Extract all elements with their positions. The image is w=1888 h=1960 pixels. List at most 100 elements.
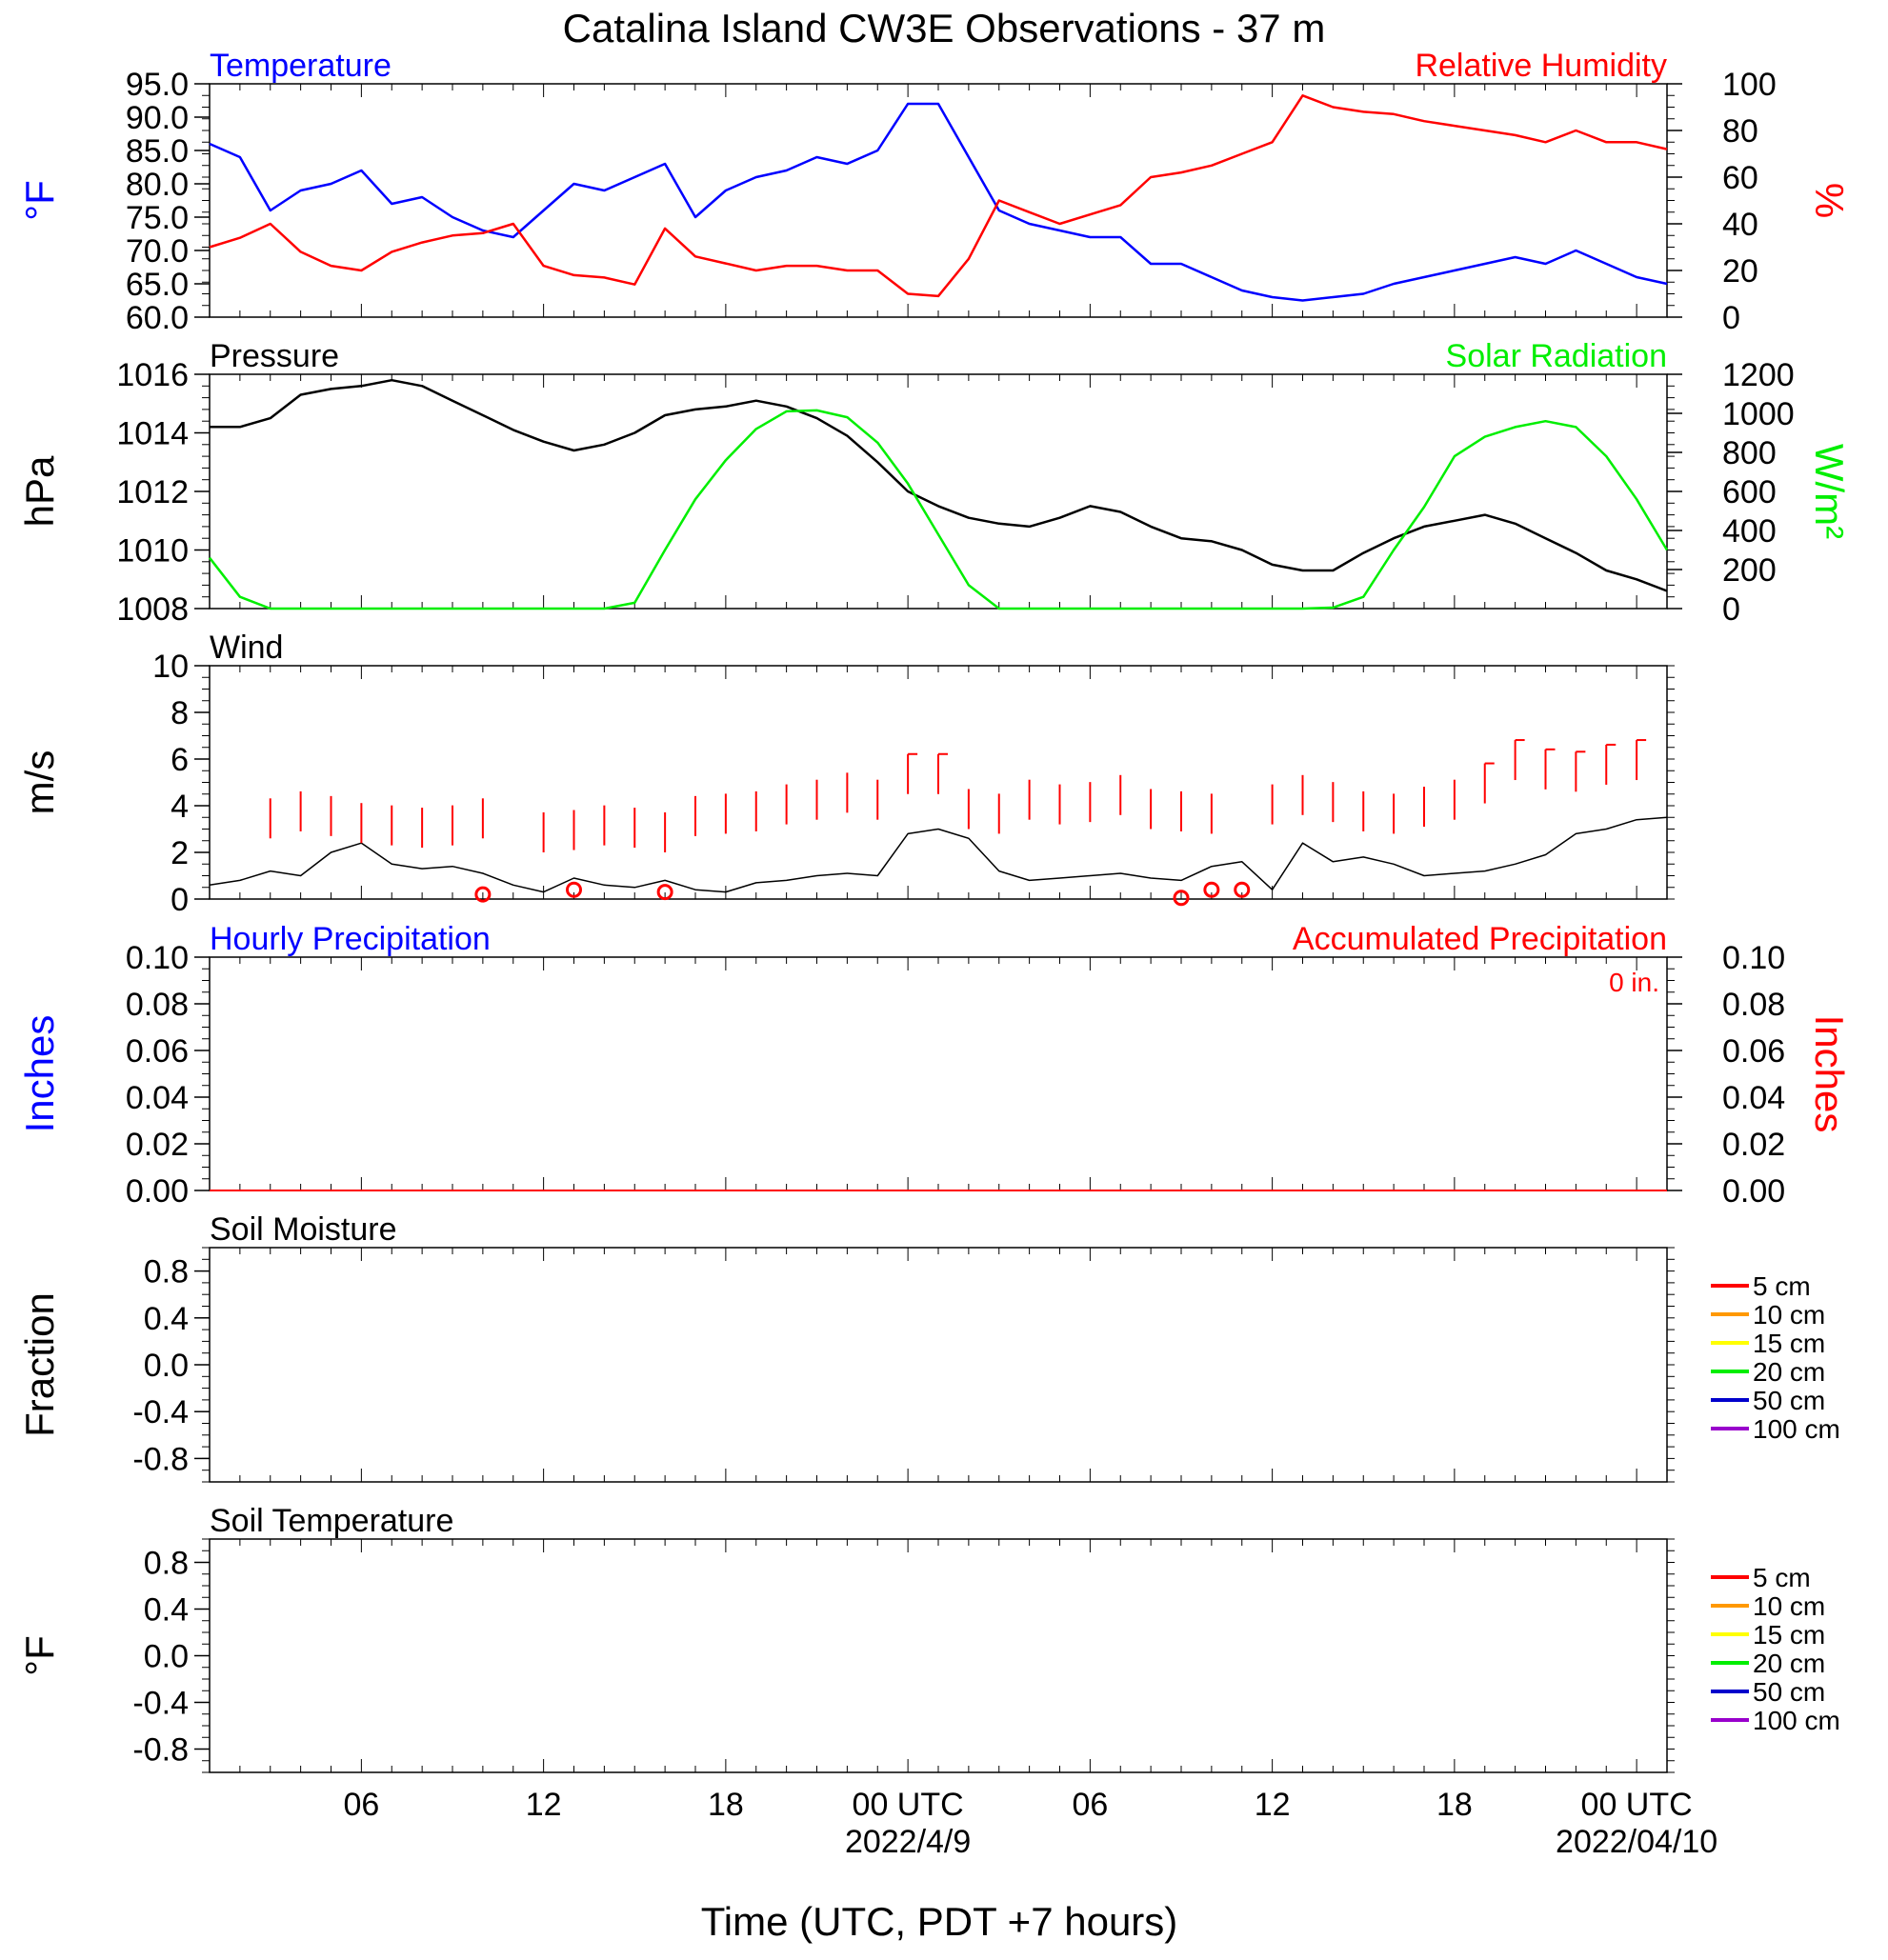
panel-soil-moisture: 0.8 0.4 0.0 -0.4 -0.8 Soil Moisture Fraction 5 … xyxy=(17,1211,1840,1483)
chart-title: Catalina Island CW3E Observations - 37 m xyxy=(563,6,1326,50)
series-line-temperature xyxy=(209,102,1668,302)
y-right-tick-label: 100 xyxy=(1722,67,1777,103)
y-left-axis-label: hPa xyxy=(17,455,62,527)
y-left-tick-label: 70.0 xyxy=(126,233,189,270)
y-left-tick-label: -0.8 xyxy=(132,1732,189,1769)
x-tick-label: 18 xyxy=(1436,1787,1473,1823)
y-left-tick-label: 0.0 xyxy=(144,1639,189,1675)
x-tick-date-label: 2022/04/10 xyxy=(1556,1824,1717,1860)
y-left-tick-label: 0.4 xyxy=(144,1301,189,1337)
y-left-tick-label: -0.4 xyxy=(132,1394,189,1430)
panel-precip: 0.10 0.08 0.06 0.04 0.02 0.00 0.10 0.08 0.06 0.04… xyxy=(17,921,1852,1210)
panels-group: 95.090.085.080.075.070.065.060.010080604… xyxy=(17,48,1852,1860)
y-left-tick-label: 65.0 xyxy=(126,267,189,303)
y-right-tick-label: 0 xyxy=(1722,591,1740,628)
series-line-pressure xyxy=(210,378,1668,592)
y-right-axis-label: Inches xyxy=(1807,1015,1852,1133)
y-left-tick-label: 80.0 xyxy=(126,167,189,203)
calm-wind-marker xyxy=(566,881,582,898)
panel-left-title: Soil Temperature xyxy=(210,1503,453,1539)
legend-label: 5 cm xyxy=(1753,1271,1811,1301)
y-left-tick-label: 10 xyxy=(152,649,189,685)
legend-label: 100 cm xyxy=(1753,1706,1840,1735)
x-tick-label: 06 xyxy=(1072,1787,1108,1823)
accumulated-total-label: 0 in. xyxy=(1609,968,1659,997)
panel-wind: 10 8 6 4 2 0 Wind m/s xyxy=(17,630,1675,918)
y-left-axis-label: °F xyxy=(17,180,62,220)
y-left-tick-label: 0.10 xyxy=(126,940,189,976)
series-line-relative-humidity xyxy=(209,94,1668,298)
y-left-tick-label: 0.4 xyxy=(144,1592,189,1629)
y-left-tick-label: 85.0 xyxy=(126,133,189,170)
y-right-tick-label: 0.08 xyxy=(1722,987,1785,1023)
legend-label: 5 cm xyxy=(1753,1563,1811,1592)
legend-label: 10 cm xyxy=(1753,1591,1825,1621)
y-right-tick-label: 0.00 xyxy=(1722,1173,1785,1210)
y-right-tick-label: 80 xyxy=(1722,113,1758,150)
y-left-tick-label: 75.0 xyxy=(126,200,189,236)
y-right-tick-label: 20 xyxy=(1722,253,1758,290)
y-left-tick-label: 0.04 xyxy=(126,1080,189,1116)
y-left-tick-label: 8 xyxy=(171,695,189,731)
y-right-tick-label: 1000 xyxy=(1722,396,1795,432)
y-right-axis-label: W/m² xyxy=(1807,444,1852,539)
y-right-tick-label: 600 xyxy=(1722,474,1777,510)
x-tick-label: 18 xyxy=(708,1787,744,1823)
y-left-tick-label: 90.0 xyxy=(126,100,189,136)
y-left-tick-label: 0.8 xyxy=(144,1254,189,1290)
plot-frame xyxy=(209,956,1668,1191)
x-tick-label: 00 UTC xyxy=(1581,1787,1693,1823)
panel-pressure-solar: 1016 1014 1012 1010 1008 12001000800600400200… xyxy=(17,338,1852,628)
y-right-tick-label: 60 xyxy=(1722,160,1758,196)
y-left-tick-label: -0.8 xyxy=(132,1441,189,1477)
panel-left-title: Soil Moisture xyxy=(210,1211,397,1248)
series-line-solar-radiation xyxy=(209,409,1669,610)
y-left-tick-label: 2 xyxy=(171,835,189,871)
panel-left-title: Wind xyxy=(210,630,283,666)
y-right-tick-label: 200 xyxy=(1722,552,1777,589)
y-left-tick-label: 4 xyxy=(171,789,189,825)
legend-label: 10 cm xyxy=(1753,1300,1825,1330)
y-left-tick-label: 6 xyxy=(171,742,189,778)
panel-right-title: Relative Humidity xyxy=(1415,48,1667,84)
panel-right-title: Accumulated Precipitation xyxy=(1293,921,1667,957)
y-left-tick-label: 60.0 xyxy=(126,300,189,336)
y-left-tick-label: 1008 xyxy=(116,591,189,628)
y-left-tick-label: 1012 xyxy=(116,474,189,510)
x-tick-date-label: 2022/4/9 xyxy=(845,1824,971,1860)
panel-left-title: Hourly Precipitation xyxy=(210,921,491,957)
x-tick-label: 00 UTC xyxy=(853,1787,964,1823)
y-left-tick-label: 0.0 xyxy=(144,1348,189,1384)
calm-wind-marker xyxy=(1203,881,1220,898)
series-line-wind-speed xyxy=(209,816,1668,893)
panel-left-title: Temperature xyxy=(210,48,392,84)
panel-left-title: Pressure xyxy=(210,338,339,374)
calm-wind-marker xyxy=(1234,881,1251,898)
y-left-tick-label: 1010 xyxy=(116,533,189,570)
legend-label: 100 cm xyxy=(1753,1414,1840,1444)
y-right-tick-label: 0.04 xyxy=(1722,1080,1785,1116)
y-right-axis-label: % xyxy=(1807,183,1852,218)
y-left-tick-label: 0.08 xyxy=(126,987,189,1023)
x-axis-title: Time (UTC, PDT +7 hours) xyxy=(701,1899,1178,1944)
calm-wind-marker xyxy=(474,886,492,903)
y-left-tick-label: 95.0 xyxy=(126,67,189,103)
y-left-tick-label: -0.4 xyxy=(132,1686,189,1722)
plot-frame xyxy=(209,373,1668,610)
y-left-tick-label: 0.02 xyxy=(126,1127,189,1163)
y-right-tick-label: 400 xyxy=(1722,513,1777,550)
y-left-axis-label: Inches xyxy=(17,1015,62,1133)
plot-frame xyxy=(209,1247,1668,1483)
calm-wind-marker xyxy=(1173,890,1190,907)
legend-label: 15 cm xyxy=(1753,1329,1825,1358)
y-right-tick-label: 0 xyxy=(1722,300,1740,336)
y-left-tick-label: 0 xyxy=(171,882,189,918)
y-left-axis-label: Fraction xyxy=(17,1292,62,1437)
x-tick-label: 12 xyxy=(1255,1787,1291,1823)
y-left-tick-label: 0.8 xyxy=(144,1546,189,1582)
legend-label: 20 cm xyxy=(1753,1357,1825,1387)
y-right-tick-label: 0.10 xyxy=(1722,940,1785,976)
y-right-tick-label: 800 xyxy=(1722,435,1777,471)
